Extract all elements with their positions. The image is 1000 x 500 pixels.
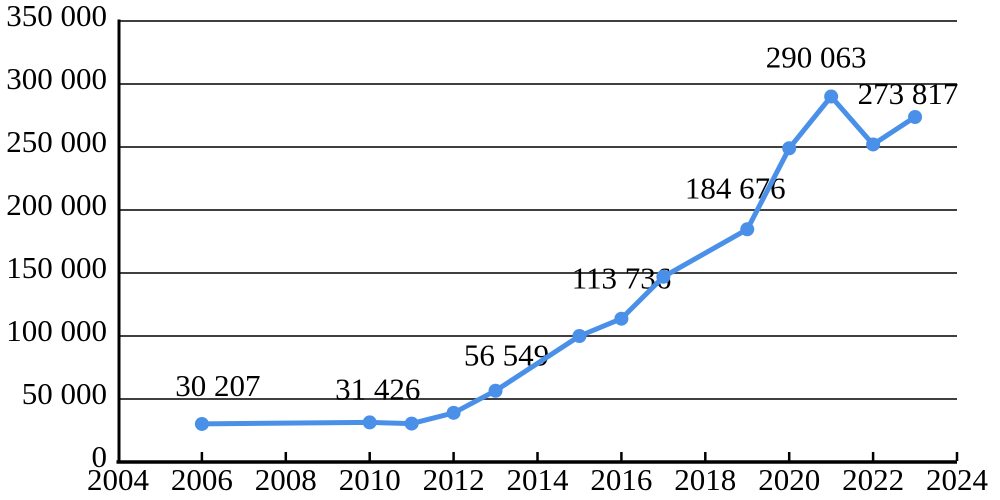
axes-layer [116, 19, 959, 464]
data-point-marker [782, 141, 797, 156]
gridlines-layer [119, 20, 957, 400]
y-tick-label: 350 000 [6, 0, 107, 33]
x-tick-label: 2024 [926, 462, 989, 497]
data-point-marker [740, 222, 755, 237]
data-point-value-label: 30 207 [175, 368, 260, 403]
x-tick-label: 2014 [507, 462, 570, 497]
data-point-value-label: 290 063 [766, 40, 867, 75]
y-tick-label: 200 000 [6, 187, 107, 222]
data-point-marker [908, 109, 923, 124]
x-tick-label: 2004 [87, 462, 150, 497]
series-layer [194, 89, 923, 431]
axis-labels-layer: 0 50 000 100 000 150 000 200 000 250 000 300 0… [6, 0, 988, 497]
data-point-marker [404, 416, 419, 431]
series-line [199, 94, 918, 427]
x-tick-label: 2010 [339, 462, 401, 497]
x-tick-label: 2008 [255, 462, 317, 497]
y-tick-label: 150 000 [6, 250, 107, 285]
x-tick-label: 2020 [758, 462, 820, 497]
y-tick-label: 100 000 [6, 313, 107, 348]
y-tick-label: 50 000 [22, 376, 107, 411]
data-point-value-label: 56 549 [464, 338, 549, 373]
x-tick-label: 2016 [590, 462, 652, 497]
x-tick-label: 2012 [423, 462, 485, 497]
data-point-marker [362, 415, 377, 430]
data-point-marker [488, 383, 503, 398]
y-tick-label: 250 000 [6, 124, 107, 159]
data-point-marker [446, 405, 461, 420]
data-point-marker [572, 329, 587, 343]
x-tick-label: 2006 [171, 462, 233, 497]
data-point-value-label: 273 817 [858, 76, 959, 111]
x-tick-label: 2022 [842, 462, 904, 497]
data-point-marker [656, 269, 671, 284]
data-point-value-label: 113 736 [572, 261, 672, 296]
y-tick-label: 300 000 [6, 61, 107, 96]
y-tick-label: 0 [92, 439, 108, 474]
data-point-marker [824, 89, 839, 104]
data-point-marker [866, 137, 881, 152]
data-point-marker [614, 311, 629, 326]
x-tick-label: 2018 [674, 462, 736, 497]
data-point-value-label: 31 426 [335, 371, 420, 406]
data-point-marker [194, 416, 209, 431]
